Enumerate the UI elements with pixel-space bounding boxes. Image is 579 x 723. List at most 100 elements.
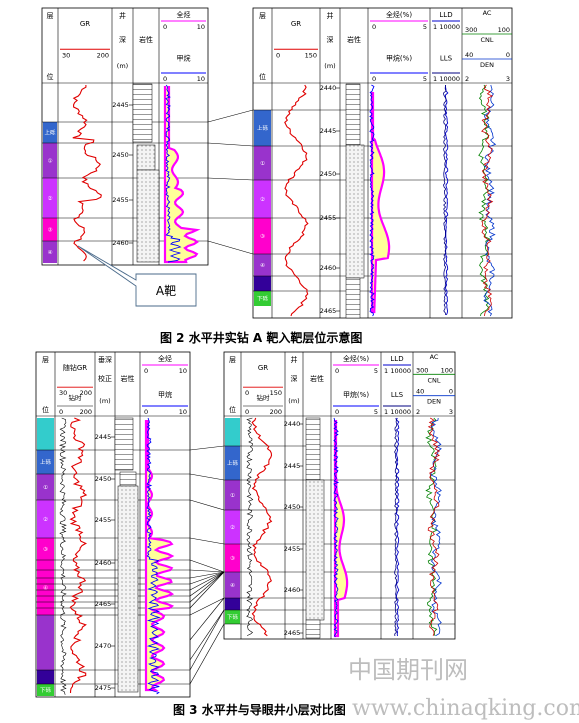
layer-label: ④: [260, 263, 265, 269]
methane-curve: [369, 84, 375, 317]
layer-band: [37, 615, 54, 670]
lld-header: LLD: [390, 355, 403, 363]
den-max: 3: [449, 408, 453, 416]
den-max: 3: [506, 75, 510, 83]
depth-header-3: (m): [288, 397, 299, 405]
depth-header-1: 井: [327, 11, 334, 20]
layer-band: [37, 670, 54, 684]
fig2-left-panel: 层位 GR 30 200 井深 (m) 岩性 全烃 0 10 甲烷 0 10 2445 2450 2455 24…: [41, 7, 209, 266]
drill-time-header: 钻时: [257, 393, 271, 402]
layer-band: [37, 474, 54, 500]
gas-fill-area: [335, 420, 348, 636]
lithology-block: [345, 277, 361, 319]
correlation-line: [207, 109, 254, 123]
depth-label: 2460: [320, 264, 337, 272]
lithology-block: [345, 144, 365, 279]
gr-curve: [69, 417, 88, 694]
lith-header: 岩性: [139, 35, 153, 44]
lithology-block: [136, 169, 160, 263]
lith-header: 岩性: [310, 374, 324, 383]
depth-label: 2440: [320, 84, 337, 92]
lithology-block: [132, 83, 153, 143]
layer-band: [43, 218, 57, 241]
drill-time-min: 0: [245, 408, 249, 416]
methane-max: 5: [423, 75, 427, 83]
lld-min: 1: [433, 23, 437, 31]
gas-total-min: 0: [335, 367, 339, 375]
layer-label: ③: [230, 556, 235, 562]
methane-header: 甲烷: [158, 390, 172, 399]
ac-max: 100: [498, 26, 510, 34]
callout-label: A靶: [156, 284, 176, 298]
den-header: DEN: [480, 61, 494, 69]
layer-header-bottom: 位: [42, 405, 49, 414]
drill-time-min: 0: [59, 408, 63, 416]
fig3-right-panel-frame: [223, 351, 456, 640]
depth-header-2: 深: [327, 35, 334, 44]
layer-band: [37, 538, 54, 560]
depth-header-3: (m): [324, 62, 335, 70]
depth-header-1: 井: [291, 355, 298, 364]
methane-min: 0: [335, 408, 339, 416]
layer-label: ②: [48, 195, 53, 202]
layer-band: [254, 291, 271, 306]
layer-label: ④: [48, 250, 53, 256]
lld-min: 1: [384, 367, 388, 375]
drill-time-curve: [59, 417, 67, 695]
gas-total-max: 5: [423, 23, 427, 31]
lls-header: LLS: [440, 55, 453, 63]
den-min: 2: [416, 408, 420, 416]
gas-total-min: 0: [163, 23, 167, 31]
correlation-line: [189, 537, 225, 545]
gr-header: GR: [80, 20, 90, 28]
methane-max: 10: [179, 408, 187, 416]
layer-band: [225, 544, 240, 572]
den-header: DEN: [427, 398, 441, 406]
lith-header: 岩性: [121, 374, 135, 383]
layer-label: ②: [230, 524, 235, 531]
lls-max: 10000: [390, 408, 411, 416]
layer-band: [254, 180, 271, 218]
layer-label: ①: [260, 161, 265, 167]
methane-min: 0: [144, 408, 148, 416]
depth-label: 2445: [320, 127, 337, 135]
depth-header-2: 深: [291, 374, 298, 383]
lithology-block: [117, 485, 139, 693]
gr-min: 0: [276, 51, 280, 59]
cnl-min: 40: [416, 388, 424, 396]
a-target-callout: A靶: [77, 245, 197, 307]
methane-header: 甲烷(%): [343, 390, 369, 399]
drill-time-max: 200: [270, 408, 282, 416]
gas-total-header: 全烃: [158, 354, 172, 363]
cnl-curve: [483, 84, 497, 317]
cnl-header: CNL: [427, 376, 440, 384]
layer-band: [254, 110, 271, 146]
layer-band: [225, 418, 240, 446]
gr-header: 随钻GR: [63, 363, 87, 372]
layer-band: [254, 276, 271, 291]
gr-curve: [251, 417, 273, 637]
depth-label: 2445: [284, 462, 301, 470]
depth-label: 2460: [112, 239, 129, 247]
layer-label: 上砾: [257, 124, 269, 132]
depth-label: 2475: [95, 684, 112, 692]
layer-band: [37, 684, 54, 696]
fig3-left-panel-frame: [35, 351, 191, 698]
lld-curve: [444, 85, 449, 316]
gr-min: 0: [245, 389, 249, 397]
layer-label: 上砾: [227, 459, 239, 467]
layer-label: 上砾: [44, 129, 56, 137]
gas-total-header: 全烃: [177, 10, 191, 19]
gas-total-max: 10: [197, 23, 205, 31]
depth-label: 2455: [95, 516, 112, 524]
figure-3-caption: 图 3 水平井与导眼井小层对比图: [173, 703, 346, 717]
depth-label: 2460: [284, 586, 301, 594]
methane-curve: [145, 417, 161, 695]
correlation-line: [189, 569, 225, 573]
correlation-line: [189, 571, 225, 579]
gas-total-header: 全烃(%): [386, 10, 412, 19]
layer-label: ④: [230, 583, 235, 589]
gr-max: 150: [305, 51, 317, 59]
lithology-block: [305, 417, 321, 481]
